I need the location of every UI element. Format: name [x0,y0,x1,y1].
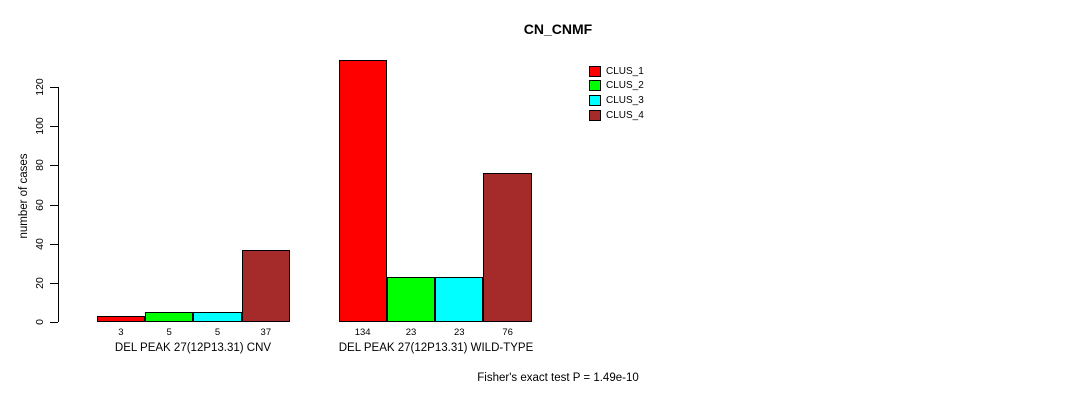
legend-swatch [589,65,601,77]
bar-clus_2 [145,312,194,322]
bar-value-label: 23 [405,327,417,338]
y-axis-tick-label: 100 [34,117,46,135]
bar-clus_4 [483,173,532,322]
legend-item: CLUS_4 [589,108,644,123]
x-group-label-cnv: DEL PEAK 27(12P13.31) CNV [114,342,272,354]
legend-swatch [589,80,601,92]
bar-value-label: 134 [354,327,371,338]
y-axis-tick [50,204,58,206]
bar-clus_3 [193,312,242,322]
x-group-label-wildtype: DEL PEAK 27(12P13.31) WILD-TYPE [338,342,534,354]
y-axis-tick-label: 120 [34,78,46,96]
y-axis-tick [50,243,58,245]
legend-item: CLUS_2 [589,79,644,94]
bar-value-label: 23 [454,327,465,338]
legend: CLUS_1 CLUS_2 CLUS_3 CLUS_4 [589,64,644,122]
y-axis-tick [50,322,58,323]
bar-value-label: 37 [260,327,272,338]
y-axis-line [58,87,59,322]
legend-swatch [589,109,601,121]
legend-label: CLUS_4 [606,109,644,121]
legend-label: CLUS_1 [606,65,644,77]
bar-clus_1 [96,316,146,322]
y-axis-tick [50,165,58,167]
bar-clus_2 [386,276,436,322]
bar-value-label: 5 [214,327,221,338]
y-axis-tick-label: 80 [34,159,46,172]
bar-clus_1 [338,59,387,322]
chart-title: CN_CNMF [523,21,593,37]
bar-value-label: 76 [502,327,513,338]
legend-swatch [589,94,601,106]
legend-label: CLUS_2 [606,80,644,92]
bar-clus_3 [435,276,484,322]
y-axis-tick-label: 20 [34,276,46,289]
y-axis-tick-label: 60 [34,198,46,211]
legend-label: CLUS_3 [606,94,644,106]
y-axis-title: number of cases [18,153,30,239]
legend-item: CLUS_1 [589,64,644,79]
fisher-test-annotation: Fisher's exact test P = 1.49e-10 [477,372,639,384]
y-axis-tick-label: 40 [34,237,46,250]
bar-clus_4 [241,249,291,322]
y-axis-tick-label: 0 [34,319,46,325]
y-axis-tick [50,87,58,88]
bar-value-label: 3 [118,327,124,338]
legend-item: CLUS_3 [589,93,644,108]
bar-value-label: 5 [166,327,172,338]
y-axis-tick [50,282,58,284]
y-axis-tick [50,126,58,128]
